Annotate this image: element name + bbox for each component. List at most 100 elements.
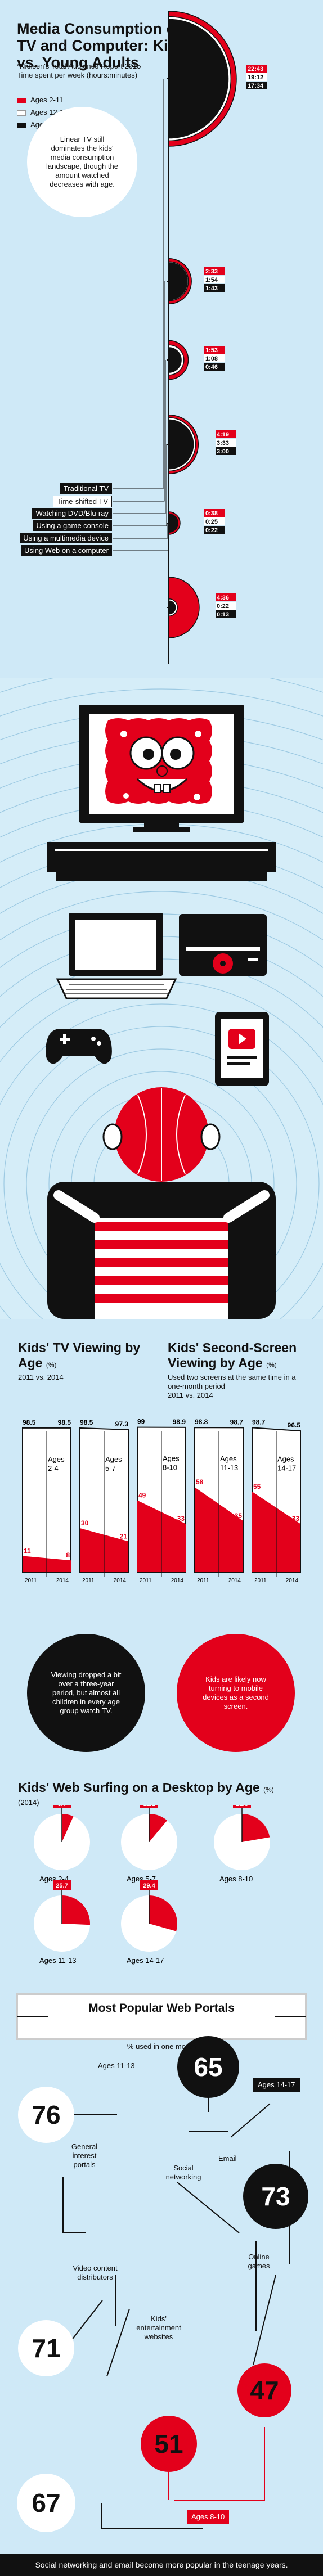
- pie-slice: [149, 1895, 177, 1931]
- usage-value-bg: [216, 593, 236, 601]
- bar-year-label: 2011: [82, 1578, 95, 1584]
- usage-value-bg: [204, 267, 225, 275]
- tv-value-2014: 97.3: [115, 1420, 129, 1428]
- label-email: Email: [218, 2154, 237, 2163]
- pie-slice: [149, 1814, 168, 1842]
- kid-watching-tv-illustration: [0, 678, 323, 1319]
- usage-value-bg: [204, 284, 225, 292]
- tv-value-2014: 96.5: [288, 1421, 301, 1429]
- tv-note-text: Viewing dropped a bit over a three-year …: [51, 1670, 122, 1715]
- pie-slice: [62, 1814, 74, 1842]
- usage-value-bg: [204, 346, 225, 354]
- usage-value: 3:33: [217, 440, 229, 447]
- bar-year-label: 2014: [228, 1578, 241, 1584]
- portal-bubble: 47: [237, 2363, 291, 2417]
- legend-swatch: [17, 97, 26, 103]
- usage-value-bg: [216, 610, 236, 618]
- usage-value: 0:22: [205, 527, 218, 534]
- second-screen-unit: (%): [266, 1361, 277, 1369]
- pie-value-bg: [140, 1805, 158, 1808]
- pie-slice: [242, 1814, 270, 1842]
- subtitle: *Nielsen's Total Audience Report 2015 Ti…: [17, 62, 141, 79]
- web-surfing-subtitle: (2014): [18, 1798, 39, 1807]
- second-screen-title: Kids' Second-Screen Viewing by Age (%): [168, 1340, 308, 1373]
- usage-value: 17:34: [248, 83, 264, 89]
- pie-category: Ages 14-17: [127, 1956, 164, 1965]
- usage-value: 22:43: [248, 66, 263, 73]
- portal-circle: [237, 2363, 291, 2417]
- pie-value-bg: [140, 1880, 158, 1890]
- usage-value: 1:43: [205, 285, 218, 292]
- bar-year-label: 2014: [56, 1578, 69, 1584]
- footer-text: Social networking and email become more …: [35, 2560, 288, 2569]
- portals-frame: [16, 1993, 307, 2040]
- portal-circle: [177, 2036, 239, 2098]
- child-icon: [47, 1087, 276, 1319]
- usage-value-bg: [204, 276, 225, 283]
- ss-value-2011: 55: [253, 1483, 261, 1490]
- pie: 25.7 Ages 11-13: [34, 1880, 90, 1965]
- usage-value: 0:46: [205, 364, 218, 371]
- usage-value-bg: [216, 430, 236, 438]
- tv-value-2011: 98.8: [195, 1418, 208, 1426]
- pie-value: 25.7: [56, 1883, 68, 1889]
- pie-value-bg: [233, 1805, 251, 1808]
- second-screen-note-text: Kids are likely now turning to mobile de…: [203, 1675, 269, 1710]
- legend-label: Ages 2-11: [30, 96, 64, 104]
- bar-year-label: 2014: [171, 1578, 184, 1584]
- group-label-8-10: Ages 8-10: [187, 2510, 230, 2524]
- device-label: Using a multimedia device: [20, 533, 112, 543]
- sponge-character-icon: [105, 718, 212, 804]
- ss-value-2014: 8: [66, 1551, 70, 1559]
- bar-category: 11-13: [220, 1463, 238, 1472]
- usage-row: 2:33 1:54 1:43: [167, 258, 225, 304]
- usage-connector: [113, 360, 166, 514]
- second-screen-years: 2011 vs. 2014: [168, 1391, 213, 1399]
- usage-section: Media Consumption on TV and Computer: Ki…: [0, 0, 323, 678]
- label-online-games: Online games: [248, 2253, 270, 2270]
- page-title: Media Consumption on TV and Computer: Ki…: [17, 20, 186, 71]
- usage-halfcircle: [168, 419, 194, 470]
- usage-value: 2:33: [205, 268, 218, 275]
- usage-value: 0:25: [205, 519, 218, 525]
- pie: 22.3 Ages 8-10: [214, 1805, 270, 1883]
- usage-value: 3:00: [217, 448, 229, 455]
- usage-value-bg: [246, 65, 267, 73]
- tv-value-2011: 98.5: [23, 1418, 36, 1426]
- usage-halfcircle: [168, 19, 228, 139]
- ss-value-2011: 11: [24, 1547, 31, 1555]
- usage-connector: [113, 79, 164, 489]
- device-label: Watching DVD/Blu-ray: [32, 508, 112, 519]
- usage-value-bg: [204, 509, 225, 517]
- portal-circle: [17, 2474, 75, 2532]
- group-label-11-13: Ages 11-13: [98, 2061, 135, 2070]
- bar-year-label: 2014: [114, 1578, 127, 1584]
- pie-value: 6.7: [57, 1805, 66, 1808]
- usage-row: 0:38 0:25 0:22: [167, 509, 225, 535]
- portal-circle: [18, 2087, 74, 2143]
- second-screen-title-text: Kids' Second-Screen Viewing by Age: [168, 1340, 297, 1370]
- ss-value-2014: 33: [292, 1515, 300, 1523]
- label-kids-entertainment: Kids' entertainment websites: [136, 2314, 181, 2341]
- bar-category: 2-4: [48, 1464, 59, 1472]
- usage-value-bg: [246, 82, 267, 89]
- pie-value: 29.4: [143, 1883, 155, 1889]
- usage-connector: [113, 550, 169, 607]
- usage-halfcircle: [168, 347, 182, 373]
- tv-viewing-unit: (%): [46, 1361, 57, 1369]
- legend-item: Ages 2-11: [17, 96, 68, 105]
- portal-bubble: 67: [17, 2474, 75, 2532]
- tv-note-bubble: Viewing dropped a bit over a three-year …: [27, 1634, 145, 1752]
- legend-swatch: [17, 110, 26, 116]
- dvd-player-icon: [179, 914, 267, 976]
- pie-value-bg: [53, 1805, 71, 1808]
- portals-section: 76 71 65 73 67 47 51 Most Popular Web Portals …: [0, 1983, 323, 2554]
- portals-subtitle: % used in one month: [127, 2042, 196, 2051]
- ss-value-2014: 33: [177, 1515, 185, 1523]
- web-surfing-title-text: Kids' Web Surfing on a Desktop by Age: [18, 1780, 260, 1795]
